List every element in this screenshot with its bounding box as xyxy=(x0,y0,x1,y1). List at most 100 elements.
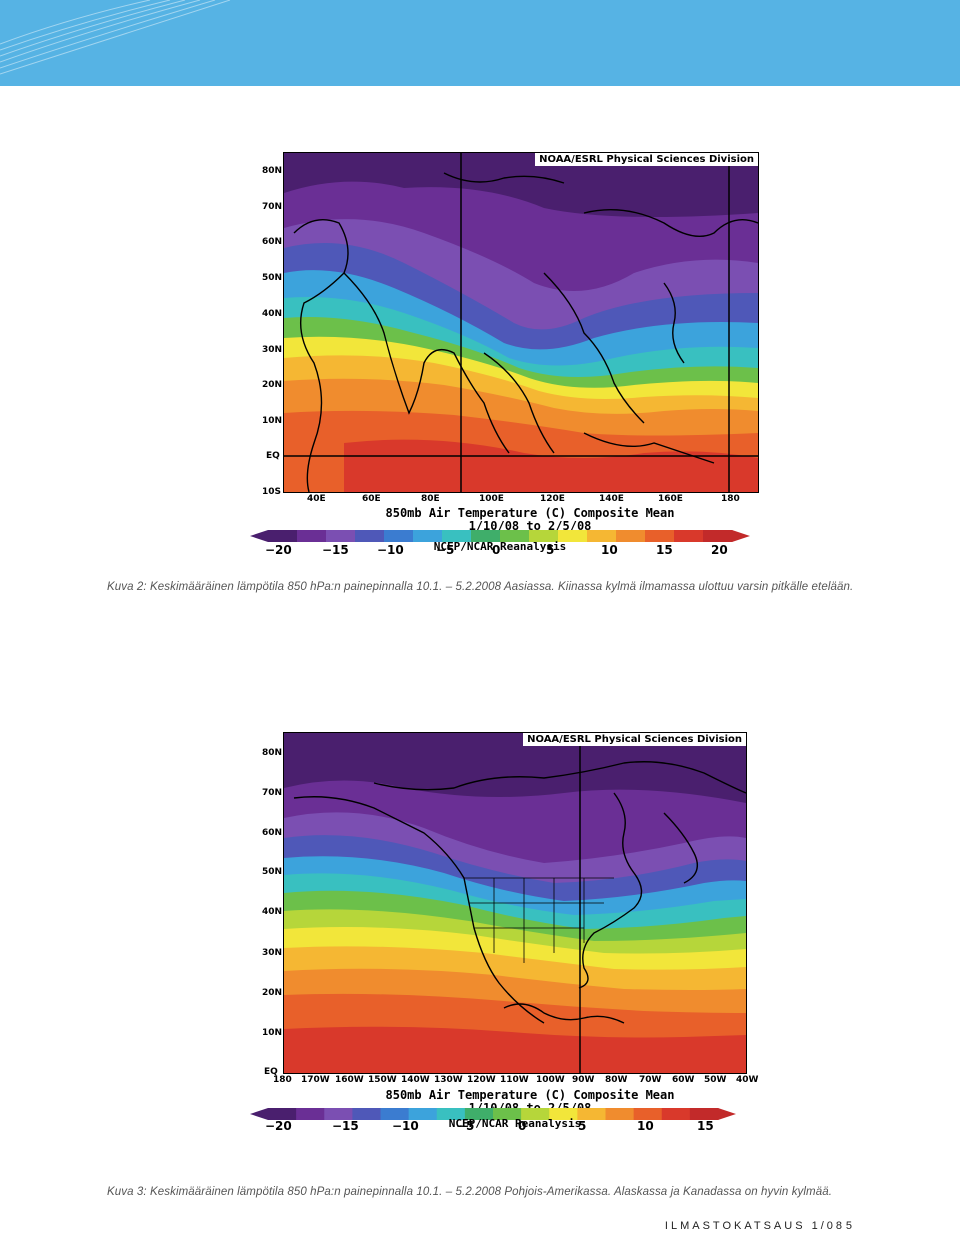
lon-label: 80W xyxy=(605,1075,628,1085)
colorbar-swatch xyxy=(355,530,385,542)
colorbar-swatch xyxy=(384,530,414,542)
lon-label: 80E xyxy=(421,494,440,504)
colorbar-tick: −5 xyxy=(456,1119,475,1133)
figure-caption: Kuva 2: Keskimääräinen lämpötila 850 hPa… xyxy=(107,581,854,593)
colorbar-tick: 15 xyxy=(697,1119,714,1133)
coastlines xyxy=(293,761,746,1024)
north-america-map-svg xyxy=(284,733,746,1073)
data-source-label: NCEP/NCAR Reanalysis xyxy=(448,1117,582,1130)
lat-label: EQ xyxy=(266,451,280,461)
colorbar-swatch xyxy=(268,530,298,542)
colorbar-swatch xyxy=(413,530,443,542)
lon-label: 90W xyxy=(572,1075,595,1085)
colorbar-swatch xyxy=(674,530,704,542)
colorbar-swatch xyxy=(296,1108,325,1120)
colorbar-swatch xyxy=(408,1108,438,1120)
lon-label: 70W xyxy=(639,1075,662,1085)
lat-label: 20N xyxy=(262,988,283,998)
lat-label: 10N xyxy=(262,1028,283,1038)
colorbar-tick: 0 xyxy=(518,1119,527,1133)
colorbar-swatch xyxy=(616,530,646,542)
figure-caption: Kuva 3: Keskimääräinen lämpötila 850 hPa… xyxy=(107,1186,833,1198)
lat-label: 60N xyxy=(262,828,283,838)
data-source-label: NCEP/NCAR Reanalysis xyxy=(433,540,567,553)
lon-label: 60E xyxy=(362,494,381,504)
colorbar-swatch xyxy=(689,1108,719,1120)
colorbar-swatch xyxy=(297,530,327,542)
lat-label: 20N xyxy=(262,380,283,390)
colorbar-tick: −20 xyxy=(265,543,292,557)
colorbar-tick: 5 xyxy=(546,543,555,557)
lon-label: 40W xyxy=(736,1075,759,1085)
lat-label: EQ xyxy=(264,1067,278,1077)
lat-label: 40N xyxy=(262,309,283,319)
lon-label: 40E xyxy=(307,494,326,504)
colorbar-cap-left xyxy=(250,1108,268,1120)
colorbar-swatch xyxy=(633,1108,663,1120)
publication-name: ILMASTOKATSAUS 1/08 xyxy=(664,1220,845,1232)
colorbar-tick: −20 xyxy=(265,1119,292,1133)
lon-label: 180 xyxy=(721,494,740,504)
colorbar-swatch xyxy=(442,530,472,542)
colorbar-swatch xyxy=(521,1108,550,1120)
lat-label: 10N xyxy=(262,416,283,426)
lat-label: 50N xyxy=(262,867,283,877)
asia-temperature-map: NOAA/ESRL Physical Sciences Division xyxy=(283,152,759,493)
page-number: 5 xyxy=(845,1220,852,1232)
colorbar-swatch xyxy=(645,530,675,542)
lon-label: 120E xyxy=(540,494,565,504)
map-source-title: NOAA/ESRL Physical Sciences Division xyxy=(523,733,746,746)
lat-label: 10S xyxy=(262,487,282,497)
colorbar-tick: 5 xyxy=(578,1119,587,1133)
lat-label: 50N xyxy=(262,273,283,283)
lat-label: 30N xyxy=(262,345,283,355)
lon-label: 110W xyxy=(500,1075,529,1085)
colorbar-tick: 10 xyxy=(637,1119,654,1133)
colorbar-swatch xyxy=(703,530,733,542)
lat-label: 30N xyxy=(262,948,283,958)
colorbar-tick: 15 xyxy=(656,543,673,557)
colorbar-swatch xyxy=(380,1108,410,1120)
colorbar-swatch xyxy=(587,530,617,542)
lat-label: 80N xyxy=(262,748,283,758)
north-america-temperature-map: NOAA/ESRL Physical Sciences Division xyxy=(283,732,747,1074)
colorbar-swatch xyxy=(464,1108,494,1120)
lon-label: 130W xyxy=(434,1075,463,1085)
colorbar-tick: −15 xyxy=(332,1119,359,1133)
header-decoration xyxy=(0,0,231,75)
header-band xyxy=(0,0,960,86)
colorbar-swatch xyxy=(549,1108,578,1120)
colorbar-swatch xyxy=(500,530,530,542)
colorbar-tick: −15 xyxy=(322,543,349,557)
colorbar-swatch xyxy=(577,1108,606,1120)
chart-title: 850mb Air Temperature (C) Composite Mean xyxy=(385,1088,675,1102)
colorbar-cap-right xyxy=(718,1108,736,1120)
lon-label: 100E xyxy=(479,494,504,504)
colorbar-tick: −5 xyxy=(436,543,455,557)
colorbar-tick: 10 xyxy=(601,543,618,557)
colorbar-asia xyxy=(250,530,750,542)
lat-label: 70N xyxy=(262,788,283,798)
lon-label: 100W xyxy=(536,1075,565,1085)
lon-label: 140W xyxy=(401,1075,430,1085)
band-20 xyxy=(344,439,758,492)
lon-label: 120W xyxy=(467,1075,496,1085)
lon-label: 140E xyxy=(599,494,624,504)
colorbar-swatch xyxy=(326,530,356,542)
colorbar-swatch xyxy=(436,1108,466,1120)
colorbar-tick: −10 xyxy=(392,1119,419,1133)
colorbar-swatch xyxy=(558,530,588,542)
lat-label: 80N xyxy=(262,166,283,176)
colorbar-north-america xyxy=(250,1108,736,1120)
lon-label: 160W xyxy=(335,1075,364,1085)
colorbar-swatch xyxy=(352,1108,381,1120)
colorbar-swatch xyxy=(529,530,559,542)
lon-label: 150W xyxy=(368,1075,397,1085)
colorbar-tick: −10 xyxy=(377,543,404,557)
lon-label: 160E xyxy=(658,494,683,504)
chart-date-range: 1/10/08 to 2/5/08 xyxy=(468,519,592,533)
lon-label: 50W xyxy=(704,1075,727,1085)
lat-label: 70N xyxy=(262,202,283,212)
chart-title-block: 850mb Air Temperature (C) Composite Mean… xyxy=(380,507,680,533)
colorbar-cap-right xyxy=(732,530,750,542)
